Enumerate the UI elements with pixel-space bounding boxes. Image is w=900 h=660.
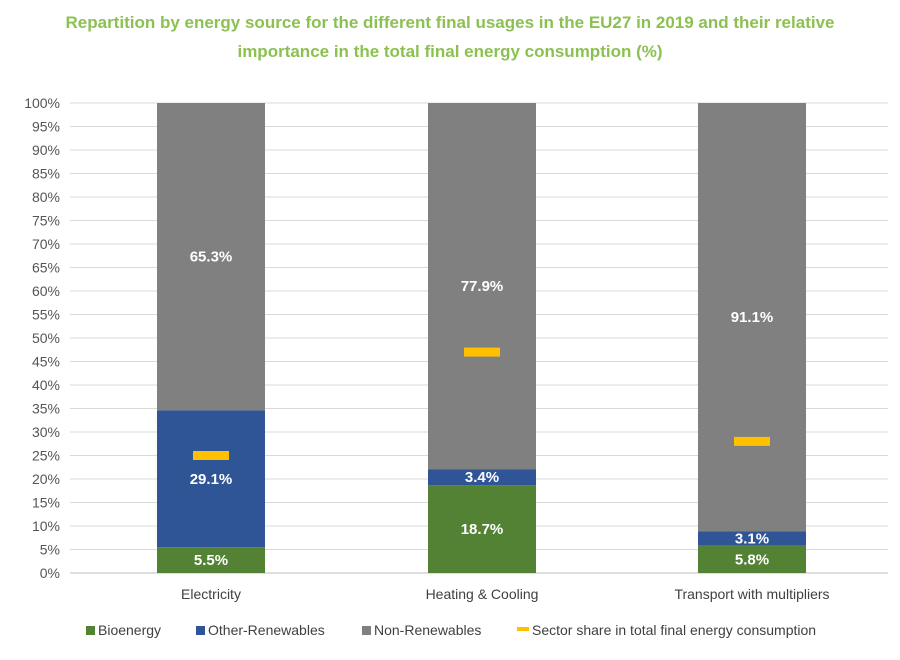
bar-segment-other-renewables: [428, 469, 536, 486]
y-tick-label: 65%: [32, 260, 60, 276]
legend-label: Other-Renewables: [208, 622, 325, 638]
y-tick-label: 55%: [32, 307, 60, 323]
bar-segment-other-renewables: [698, 531, 806, 546]
legend: Bioenergy Other-Renewables Non-Renewables S…: [86, 622, 816, 638]
y-axis: 0% 5% 10% 15% 20% 25% 30% 35% 40% 45% 50% 55% 60% 65%…: [24, 95, 60, 581]
legend-swatch: [362, 626, 371, 635]
chart-title-line-1: Repartition by energy source for the dif…: [65, 13, 835, 32]
sector-share-marker: [464, 347, 500, 357]
legend-swatch: [517, 627, 529, 631]
y-tick-label: 60%: [32, 283, 60, 299]
bar-segment-bioenergy: [698, 545, 806, 573]
y-tick-label: 0%: [40, 565, 60, 581]
y-tick-label: 50%: [32, 330, 60, 346]
legend-label: Bioenergy: [98, 622, 161, 638]
x-category-label: Electricity: [181, 586, 241, 602]
bar-segment-bioenergy: [428, 485, 536, 573]
y-tick-label: 30%: [32, 424, 60, 440]
y-tick-label: 75%: [32, 213, 60, 229]
data-label: 5.5%: [194, 552, 228, 569]
x-category-label: Transport with multipliers: [674, 586, 829, 602]
data-labels: 5.5% 29.1% 65.3% 18.7% 3.4% 77.9% 5.8% 3.1% 91.1…: [190, 249, 774, 569]
y-tick-label: 15%: [32, 495, 60, 511]
data-label: 91.1%: [731, 309, 774, 326]
y-tick-label: 45%: [32, 354, 60, 370]
data-label: 3.1%: [735, 530, 769, 547]
sector-share-marker: [193, 451, 229, 460]
y-tick-label: 70%: [32, 236, 60, 252]
legend-swatch: [196, 626, 205, 635]
y-tick-label: 90%: [32, 142, 60, 158]
data-label: 65.3%: [190, 249, 233, 266]
y-tick-label: 35%: [32, 401, 60, 417]
y-tick-label: 100%: [24, 95, 60, 111]
data-label: 77.9%: [461, 278, 504, 295]
data-label: 29.1%: [190, 471, 233, 488]
bar-segment-other-renewables: [157, 410, 265, 548]
bar-segment-non-renewables: [428, 103, 536, 470]
data-label: 5.8%: [735, 551, 769, 568]
y-tick-label: 95%: [32, 119, 60, 135]
legend-label: Sector share in total final energy consu…: [532, 622, 816, 638]
chart-title-line-2: importance in the total final energy con…: [237, 42, 663, 61]
bar-segment-non-renewables: [698, 103, 806, 532]
chart-title: Repartition by energy source for the dif…: [0, 8, 900, 66]
y-tick-label: 25%: [32, 448, 60, 464]
y-tick-label: 5%: [40, 542, 60, 558]
legend-swatch: [86, 626, 95, 635]
y-tick-label: 10%: [32, 518, 60, 534]
x-axis: Electricity Heating & Cooling Transport wi…: [181, 586, 830, 602]
data-label: 18.7%: [461, 521, 504, 538]
bar-segment-non-renewables: [157, 103, 265, 411]
y-tick-label: 40%: [32, 377, 60, 393]
x-category-label: Heating & Cooling: [426, 586, 539, 602]
sector-share-marker: [734, 436, 770, 446]
data-label: 3.4%: [465, 469, 499, 486]
y-tick-label: 80%: [32, 189, 60, 205]
legend-label: Non-Renewables: [374, 622, 481, 638]
y-tick-label: 20%: [32, 471, 60, 487]
bar-segment-bioenergy: [157, 547, 265, 573]
y-tick-label: 85%: [32, 166, 60, 182]
bars: [157, 103, 806, 573]
